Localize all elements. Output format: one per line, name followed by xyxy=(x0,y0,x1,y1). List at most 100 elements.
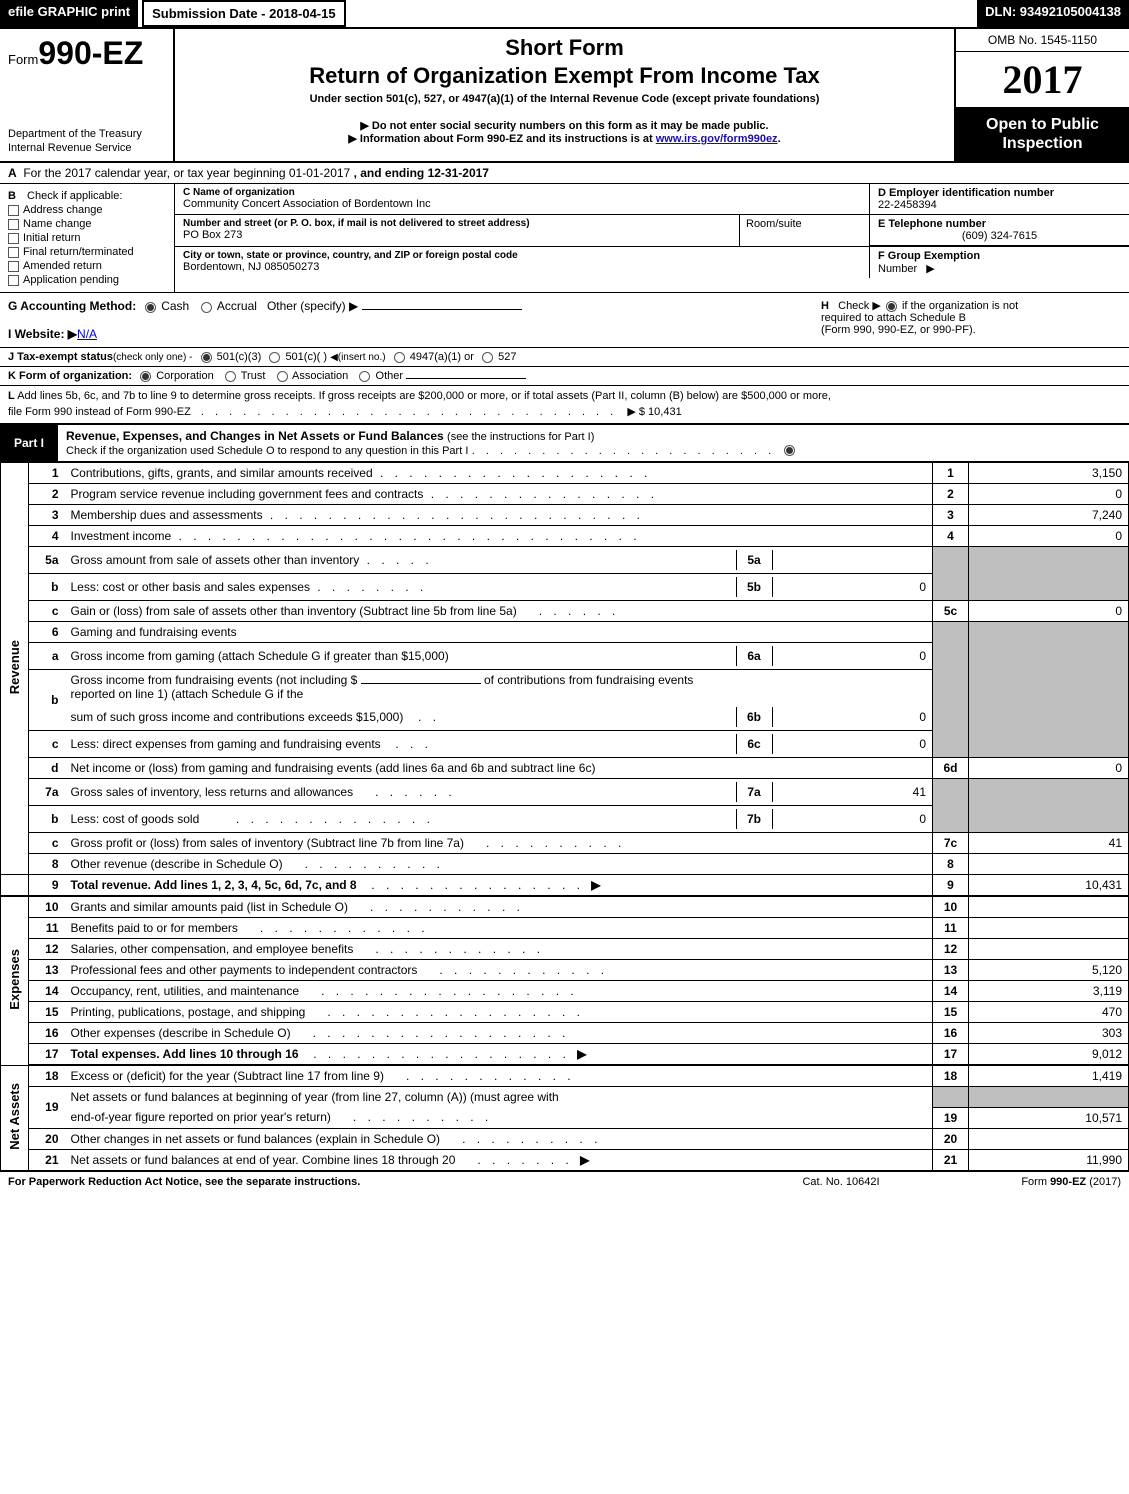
radio-other[interactable] xyxy=(359,371,370,382)
shade-7ab xyxy=(933,779,969,833)
info-prefix: ▶ Information about Form 990-EZ and its … xyxy=(348,133,655,145)
dept-treasury: Department of the Treasury xyxy=(8,127,165,141)
ln-18-box: 18 xyxy=(933,1065,969,1087)
lbl-other-specify: Other (specify) ▶ xyxy=(267,299,358,313)
checkbox-amended-return[interactable] xyxy=(8,261,19,272)
ln-9-box: 9 xyxy=(933,875,969,897)
form-number: 990-EZ xyxy=(38,35,143,71)
ein-value: 22-2458394 xyxy=(878,199,937,211)
org-name: Community Concert Association of Bordent… xyxy=(183,198,861,210)
lbl-4947: 4947(a)(1) or xyxy=(410,351,474,363)
lbl-association: Association xyxy=(292,370,348,382)
ln-6c-subbox: 6c xyxy=(736,734,772,754)
ln-7c-box: 7c xyxy=(933,833,969,854)
ln-17-val: 9,012 xyxy=(969,1044,1129,1066)
radio-association[interactable] xyxy=(277,371,288,382)
line-i-label: I Website: ▶ xyxy=(8,327,77,341)
radio-trust[interactable] xyxy=(225,371,236,382)
line-l-amount: ▶ $ 10,431 xyxy=(627,406,681,418)
radio-accrual[interactable] xyxy=(201,302,212,313)
efile-graphic-label: efile GRAPHIC print xyxy=(0,0,138,27)
identity-block: B Check if applicable: Address change Na… xyxy=(0,184,1129,293)
ln-5a-row: Gross amount from sale of assets other t… xyxy=(65,547,933,574)
addr-value: PO Box 273 xyxy=(183,229,731,241)
ln-6d-val: 0 xyxy=(969,758,1129,779)
ln-1-num: 1 xyxy=(29,463,65,484)
radio-corporation[interactable] xyxy=(140,371,151,382)
part-i-header: Part I Revenue, Expenses, and Changes in… xyxy=(0,424,1129,462)
lbl-corporation: Corporation xyxy=(156,370,213,382)
line-a: A For the 2017 calendar year, or tax yea… xyxy=(0,163,1129,184)
checkbox-application-pending[interactable] xyxy=(8,275,19,286)
ln-7b-subval: 0 xyxy=(772,809,932,829)
ln-3-box: 3 xyxy=(933,505,969,526)
lbl-final-return: Final return/terminated xyxy=(23,246,134,258)
checkbox-final-return[interactable] xyxy=(8,247,19,258)
checkbox-address-change[interactable] xyxy=(8,205,19,216)
ln-20-val xyxy=(969,1128,1129,1149)
ln-19-box: 19 xyxy=(933,1107,969,1128)
ln-7c-num: c xyxy=(29,833,65,854)
ln-5b-subval: 0 xyxy=(772,577,932,597)
ln-1-desc: Contributions, gifts, grants, and simila… xyxy=(65,463,933,484)
radio-501c3[interactable] xyxy=(201,352,212,363)
ln-4-box: 4 xyxy=(933,526,969,547)
page-footer: For Paperwork Reduction Act Notice, see … xyxy=(0,1171,1129,1192)
ln-6a-desc: Gross income from gaming (attach Schedul… xyxy=(71,649,449,663)
shade-19 xyxy=(933,1087,969,1108)
checkbox-name-change[interactable] xyxy=(8,219,19,230)
ln-17-num: 17 xyxy=(29,1044,65,1066)
footer-cat-no: Cat. No. 10642I xyxy=(741,1176,941,1188)
ln-2-num: 2 xyxy=(29,484,65,505)
ln-2-desc: Program service revenue including govern… xyxy=(65,484,933,505)
info-suffix: . xyxy=(778,133,781,145)
checkbox-schedule-o[interactable] xyxy=(784,445,795,456)
ln-10-num: 10 xyxy=(29,896,65,918)
lbl-cash: Cash xyxy=(161,299,189,313)
radio-4947[interactable] xyxy=(394,352,405,363)
line-h-text2: if the organization is not xyxy=(902,300,1018,312)
ln-21-box: 21 xyxy=(933,1149,969,1170)
form-header-block: Form990-EZ Department of the Treasury In… xyxy=(0,29,1129,163)
part-i-check-line: Check if the organization used Schedule … xyxy=(66,445,468,457)
block-e-label: E Telephone number xyxy=(878,218,986,230)
ln-9-val: 10,431 xyxy=(969,875,1129,897)
radio-no-schedule-b[interactable] xyxy=(886,301,897,312)
shade-5ab-val xyxy=(969,547,1129,601)
line-j: J Tax-exempt status(check only one) - 50… xyxy=(0,348,1129,367)
ln-3-val: 7,240 xyxy=(969,505,1129,526)
checkbox-initial-return[interactable] xyxy=(8,233,19,244)
ln-6d-num: d xyxy=(29,758,65,779)
irs-link[interactable]: www.irs.gov/form990ez xyxy=(656,133,778,145)
city-label: City or town, state or province, country… xyxy=(183,250,861,261)
dln-label: DLN: 93492105004138 xyxy=(977,0,1129,27)
ln-5b-row: Less: cost or other basis and sales expe… xyxy=(65,574,933,601)
radio-cash[interactable] xyxy=(145,302,156,313)
radio-527[interactable] xyxy=(482,352,493,363)
ln-5c-desc: Gain or (loss) from sale of assets other… xyxy=(65,601,933,622)
lbl-insert-no: ◀(insert no.) xyxy=(330,352,385,363)
ln-5a-subbox: 5a xyxy=(736,550,772,570)
ln-7b-num: b xyxy=(29,806,65,833)
ln-7b-desc: Less: cost of goods sold xyxy=(71,812,200,826)
ln-13-desc: Professional fees and other payments to … xyxy=(65,960,933,981)
shade-7ab-val xyxy=(969,779,1129,833)
shade-6 xyxy=(933,622,969,758)
lbl-527: 527 xyxy=(498,351,516,363)
financial-table: Revenue 1 Contributions, gifts, grants, … xyxy=(0,462,1129,1171)
ln-14-desc: Occupancy, rent, utilities, and maintena… xyxy=(65,981,933,1002)
ln-12-num: 12 xyxy=(29,939,65,960)
ln-20-desc: Other changes in net assets or fund bala… xyxy=(65,1128,933,1149)
title-return-org: Return of Organization Exempt From Incom… xyxy=(185,63,944,89)
room-suite-label: Room/suite xyxy=(739,215,869,246)
lbl-501c: 501(c)( ) xyxy=(285,351,327,363)
ln-7b-row: Less: cost of goods sold . . . . . . . .… xyxy=(65,806,933,833)
ln-11-val xyxy=(969,918,1129,939)
website-link[interactable]: N/A xyxy=(77,327,97,341)
ln-13-num: 13 xyxy=(29,960,65,981)
lbl-accrual: Accrual xyxy=(217,299,257,313)
ln-14-box: 14 xyxy=(933,981,969,1002)
radio-501c[interactable] xyxy=(269,352,280,363)
submission-date: Submission Date - 2018-04-15 xyxy=(142,0,346,27)
ln-4-desc: Investment income . . . . . . . . . . . … xyxy=(65,526,933,547)
